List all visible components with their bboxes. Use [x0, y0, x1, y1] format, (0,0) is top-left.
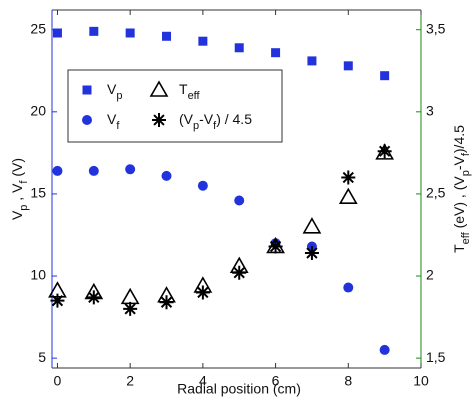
y2-tick-label: 2,5: [426, 185, 446, 201]
y2-tick-label: 3: [426, 103, 434, 119]
square-marker: [82, 85, 92, 95]
circle-marker: [125, 164, 136, 175]
y2-axis-label: Teff (eV) , (Vp-Vf)/4.5: [451, 125, 472, 253]
x-tick-label: 8: [344, 373, 352, 389]
circle-marker: [88, 165, 99, 176]
star-marker: [123, 301, 138, 316]
star-marker: [152, 113, 166, 127]
star-marker: [304, 246, 319, 261]
legend-label: Teff: [179, 81, 201, 102]
triangle-marker: [120, 287, 140, 305]
square-marker: [89, 26, 99, 36]
legend: Vp Vf Teff (Vp-Vf) / 4.5: [67, 69, 283, 143]
square-marker: [125, 28, 135, 38]
star-marker: [159, 295, 174, 310]
legend-box: [67, 69, 283, 143]
circle-marker: [82, 115, 92, 125]
star-marker: [268, 239, 283, 254]
legend-label: Vf: [107, 111, 120, 132]
square-marker: [52, 28, 62, 38]
circle-marker: [234, 195, 245, 206]
triangle-marker: [302, 217, 322, 234]
legend-label: (Vp-Vf) / 4.5: [179, 111, 252, 132]
y2-tick-label: 1,5: [426, 349, 446, 365]
star-marker: [195, 285, 210, 300]
circle-marker: [343, 282, 354, 293]
y2-tick-label: 2: [426, 267, 434, 283]
square-marker: [198, 36, 208, 46]
triangle-marker: [149, 80, 169, 97]
y-tick-label: 25: [30, 20, 46, 36]
y-axis-label: Vp , Vf (V): [9, 158, 30, 220]
x-tick-label: 0: [54, 373, 62, 389]
y-tick-label: 10: [30, 267, 46, 283]
triangle-marker: [338, 187, 358, 205]
square-marker: [162, 31, 172, 41]
y-tick-label: 20: [30, 103, 46, 119]
square-marker: [234, 43, 244, 53]
star-marker: [86, 290, 101, 305]
circle-marker: [52, 165, 63, 176]
x-tick-label: 10: [413, 373, 429, 389]
y-tick-label: 15: [30, 185, 46, 201]
x-axis-label: Radial position (cm): [177, 381, 301, 397]
circle-marker: [161, 170, 172, 181]
star-marker: [50, 293, 65, 308]
star-marker: [377, 144, 392, 159]
star-marker: [232, 265, 247, 280]
star-marker: [341, 170, 356, 185]
square-marker: [380, 71, 390, 81]
square-marker: [271, 48, 281, 58]
circle-marker: [379, 344, 390, 355]
x-tick-label: 4: [199, 373, 207, 389]
square-marker: [307, 56, 317, 66]
legend-label: Vp: [107, 81, 122, 102]
x-tick-label: 6: [272, 373, 280, 389]
circle-marker: [197, 180, 208, 191]
y2-tick-label: 3,5: [426, 20, 446, 36]
y-tick-label: 5: [38, 349, 46, 365]
x-tick-label: 2: [126, 373, 134, 389]
square-marker: [343, 61, 353, 71]
